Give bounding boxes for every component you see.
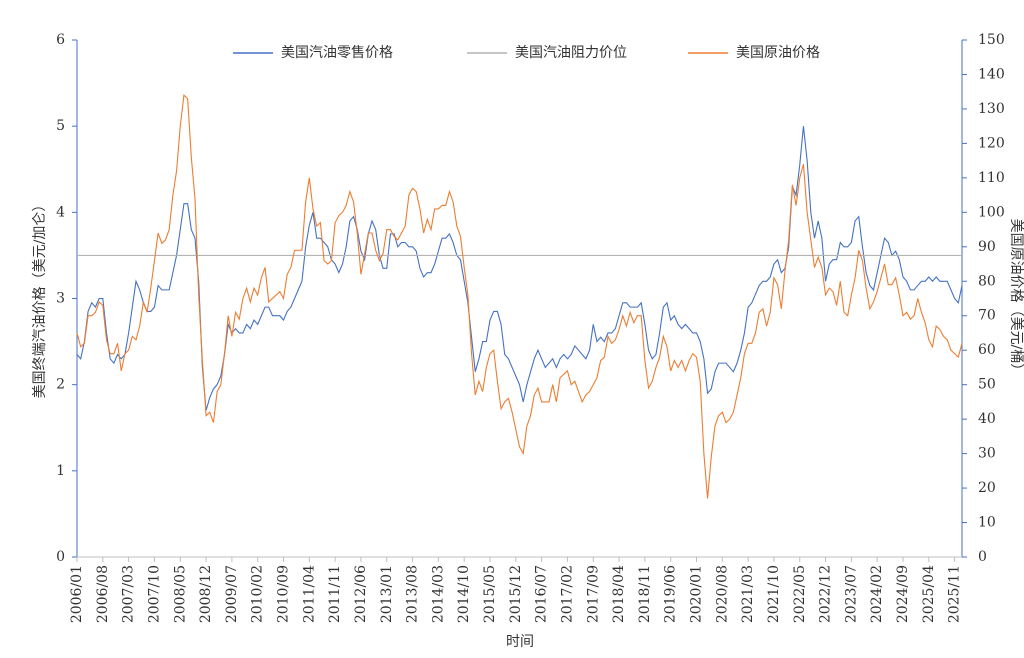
x-tick-label: 2014/03 [430,565,446,623]
y2-tick-label: 90 [978,239,996,255]
x-tick-label: 2014/10 [456,565,472,623]
x-tick-label: 2015/05 [482,565,498,623]
x-axis-title: 时间 [506,634,534,650]
data-line [76,94,963,499]
x-tick-label: 2013/01 [379,565,395,623]
x-tick-label: 2009/07 [224,565,240,623]
x-tick-label: 2024/02 [869,565,885,623]
x-tick-label: 2024/09 [895,565,911,623]
y2-tick-label: 10 [978,515,996,531]
x-tick-label: 2019/06 [663,565,679,623]
y-tick-label: 3 [56,291,65,307]
x-tick-label: 2006/08 [95,565,111,623]
x-tick-label: 2010/02 [250,565,266,623]
x-tick-label: 2006/01 [69,565,85,623]
y-tick-label: 2 [56,377,65,393]
y-tick-label: 4 [56,204,65,220]
x-tick-label: 2020/08 [714,565,730,623]
y2-tick-label: 130 [978,101,1005,117]
y2-tick-label: 20 [978,480,996,496]
x-tick-label: 2022/05 [792,565,808,623]
y2-tick-label: 50 [978,377,996,393]
y-tick-label: 1 [56,463,65,479]
y2-tick-label: 30 [978,446,996,462]
x-tick-label: 2017/02 [559,565,575,623]
x-tick-label: 2010/09 [276,565,292,623]
x-tick-label: 2008/12 [198,565,214,623]
x-tick-label: 2025/11 [947,565,963,623]
data-line [76,126,963,411]
legend-label: 美国汽油零售价格 [281,45,393,61]
x-tick-label: 2016/07 [534,565,550,623]
x-tick-label: 2018/11 [637,565,653,623]
x-tick-label: 2025/04 [921,565,937,623]
x-tick-label: 2015/12 [508,565,524,623]
x-tick-label: 2013/08 [405,565,421,623]
x-tick-label: 2020/01 [689,565,705,623]
x-tick-label: 2022/12 [818,565,834,623]
x-tick-label: 2017/09 [585,565,601,623]
legend-label: 美国原油价格 [736,45,820,61]
x-tick-label: 2018/04 [611,565,627,623]
x-tick-label: 2008/05 [172,565,188,623]
y-tick-label: 6 [56,32,65,48]
y-tick-label: 0 [56,549,65,565]
y-axis-title: 美国终端汽油价格（美元/加仑） [32,198,48,399]
y2-tick-label: 0 [978,549,987,565]
x-tick-label: 2007/03 [121,565,137,623]
y-tick-label: 5 [56,118,65,134]
x-tick-label: 2021/03 [740,565,756,623]
y2-tick-label: 140 [978,66,1005,82]
y2-tick-label: 80 [978,273,996,289]
legend-label: 美国汽油阻力价位 [515,45,627,61]
y2-tick-label: 40 [978,411,996,427]
y2-tick-label: 60 [978,342,996,358]
x-tick-label: 2011/04 [301,565,317,623]
x-tick-label: 2021/10 [766,565,782,623]
y2-tick-label: 150 [978,32,1005,48]
y2-tick-label: 100 [978,204,1005,220]
x-tick-label: 2012/06 [353,565,369,623]
y2-tick-label: 120 [978,135,1005,151]
y2-tick-label: 110 [978,170,1005,186]
y2-tick-label: 70 [978,308,996,324]
x-tick-label: 2023/07 [843,565,859,623]
y2-axis-title: 美国原油价格（美元/桶） [1008,219,1024,378]
x-tick-label: 2011/11 [327,565,343,623]
x-tick-label: 2007/10 [146,565,162,623]
